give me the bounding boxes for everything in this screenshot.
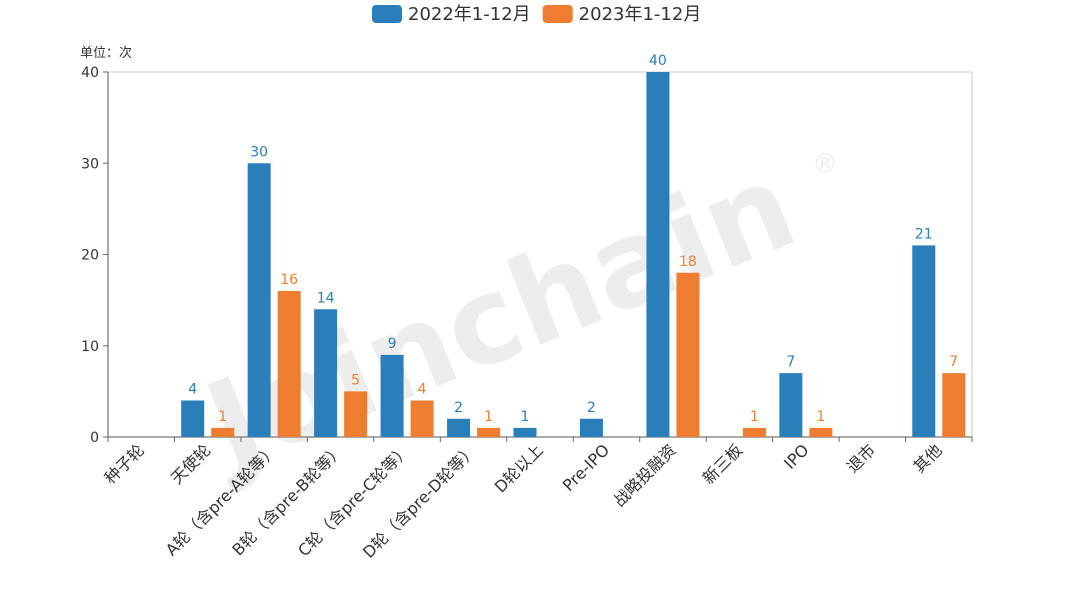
watermark-registered-mark: ®: [812, 149, 838, 179]
data-label: 5: [351, 372, 360, 388]
x-tick-label: IPO: [780, 440, 813, 473]
bar-2022[interactable]: [513, 427, 537, 437]
legend-label[interactable]: 2023年1-12月: [579, 4, 702, 25]
bar-2022[interactable]: [181, 400, 205, 438]
data-label: 21: [915, 226, 933, 242]
data-label: 7: [949, 354, 958, 370]
data-label: 30: [250, 144, 268, 160]
x-tick-label: 退市: [843, 440, 879, 476]
bar-2023[interactable]: [477, 427, 501, 437]
bar-2023[interactable]: [809, 427, 833, 437]
x-tick-label: D轮（含pre-D轮等）: [359, 440, 480, 561]
bar-2022[interactable]: [912, 245, 936, 437]
bar-2023[interactable]: [742, 427, 766, 437]
data-label: 4: [188, 382, 197, 398]
bar-2022[interactable]: [447, 418, 471, 437]
bar-2023[interactable]: [942, 373, 966, 437]
bar-2023[interactable]: [410, 400, 434, 438]
y-tick-label: 20: [81, 248, 99, 264]
data-label: 2: [587, 400, 596, 416]
unit-label: 单位：次: [80, 45, 132, 61]
watermark: Joinchain: [182, 137, 813, 500]
y-tick-label: 40: [81, 65, 99, 81]
data-label: 9: [388, 336, 397, 352]
x-tick-label: 天使轮: [167, 440, 214, 487]
bar-2022[interactable]: [380, 354, 404, 437]
x-tick-label: 新三板: [699, 440, 746, 487]
data-label: 40: [649, 53, 667, 69]
data-label: 18: [679, 254, 697, 270]
legend-label[interactable]: 2022年1-12月: [408, 4, 531, 25]
x-tick-label: D轮以上: [491, 440, 547, 496]
bar-2022[interactable]: [314, 309, 338, 437]
bar-2023[interactable]: [676, 272, 700, 437]
bar-2022[interactable]: [779, 373, 803, 437]
bar-2023[interactable]: [277, 291, 301, 437]
x-tick-label: 其他: [910, 440, 946, 476]
x-tick-label: Pre-IPO: [559, 440, 614, 495]
bar-2022[interactable]: [646, 72, 670, 437]
bar-2023[interactable]: [211, 427, 235, 437]
data-label: 14: [317, 290, 335, 306]
legend-swatch[interactable]: [542, 5, 573, 23]
bar-2023[interactable]: [344, 391, 368, 437]
x-tick-label: 战略投融资: [610, 440, 680, 510]
data-label: 2: [454, 400, 463, 416]
legend-swatch[interactable]: [372, 5, 402, 23]
legend: 2022年1-12月 2023年1-12月: [372, 4, 701, 25]
data-label: 1: [750, 409, 759, 425]
data-label: 4: [418, 382, 427, 398]
data-label: 1: [218, 409, 227, 425]
data-label: 1: [816, 409, 825, 425]
x-tick-label: A轮（含pre-A轮等）: [162, 440, 281, 559]
data-label: 7: [786, 354, 795, 370]
data-label: 16: [280, 272, 298, 288]
y-tick-label: 10: [81, 339, 99, 355]
data-label: 1: [521, 409, 530, 425]
bar-2022[interactable]: [247, 163, 271, 437]
data-label: 1: [484, 409, 493, 425]
y-tick-label: 30: [81, 156, 99, 172]
y-tick-label: 0: [90, 430, 99, 446]
bar-2022[interactable]: [579, 418, 603, 437]
x-tick-label: 种子轮: [101, 440, 148, 487]
